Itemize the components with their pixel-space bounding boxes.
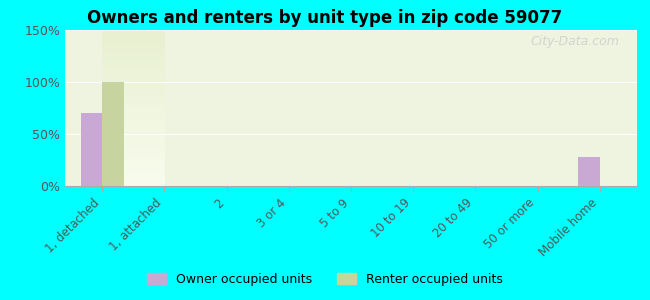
Bar	[81, 113, 102, 186]
Bar	[578, 157, 600, 186]
Bar	[102, 82, 124, 186]
Text: Owners and renters by unit type in zip code 59077: Owners and renters by unit type in zip c…	[87, 9, 563, 27]
Legend: Owner occupied units, Renter occupied units: Owner occupied units, Renter occupied un…	[142, 268, 508, 291]
Text: City-Data.com: City-Data.com	[531, 35, 620, 48]
